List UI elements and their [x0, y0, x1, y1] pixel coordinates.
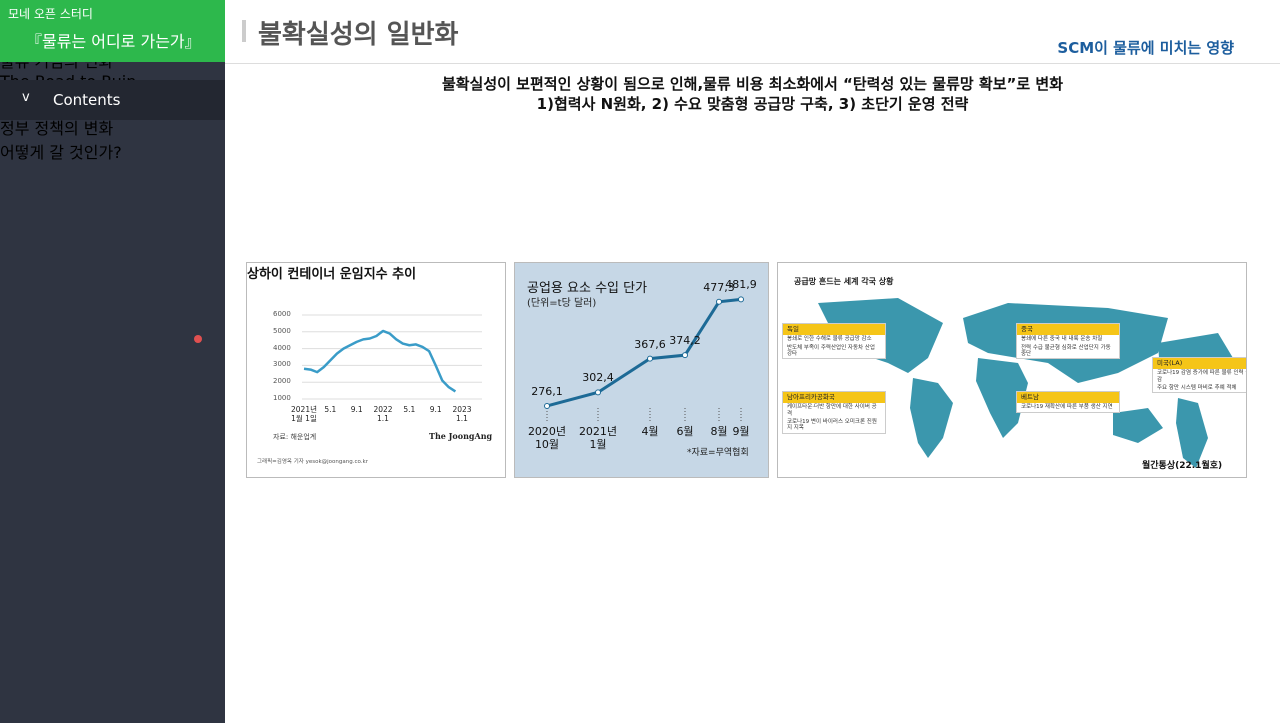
callout-text: 코로나19 감염 증가에 따른 물류 인력 급감 — [1157, 370, 1247, 383]
title-bar — [242, 20, 246, 42]
y-tick-label: 5000 — [273, 326, 291, 335]
callout-text: 케이프타운·더반 항만에 대한 사이버 공격 — [787, 404, 877, 417]
chevron-icon: v — [22, 90, 30, 105]
value-label: 374,2 — [669, 334, 701, 348]
brand: 모네 오픈 스터디 — [8, 7, 93, 21]
data-point — [647, 355, 653, 362]
credit: 그래픽=김영옥 기자 yesok@joongang.co.kr — [257, 459, 368, 465]
map-callout: 중국 봉쇄에 다른 중국 내 내륙 운송 차질 전력 수급 불균형 심화로 산업단지… — [1016, 323, 1120, 360]
current-dot — [194, 335, 202, 343]
menu-label: 어떻게 갈 것인가? — [0, 143, 122, 162]
chart-image: 공업용 요소 수입 단가 (단위=t당 달러) 276,1 2020년 10월 302,… — [514, 262, 769, 478]
body-line: 1)협력사 N원화, 2) 수요 맞춤형 공급망 구축, 3) 초단기 운영 전… — [536, 95, 969, 113]
publisher: The JoongAng — [429, 431, 493, 441]
contents-toggle[interactable]: v Contents — [0, 80, 225, 120]
chart — [544, 296, 744, 423]
callout-title: 독일 — [783, 324, 885, 336]
chart-title: 공업용 요소 수입 단가 — [527, 281, 648, 296]
y-tick-label: 1000 — [273, 394, 291, 402]
x-tick-label: 2023 1.1 — [452, 405, 472, 423]
source: 자료: 해운업계 — [273, 433, 317, 441]
map-source: 월간통상(22.1월호) — [1142, 461, 1223, 471]
x-tick-label: 2020년 10월 — [527, 425, 567, 451]
callout-text: 봉쇄에 다른 중국 내 내륙 운송 차질 — [1021, 336, 1103, 343]
x-tick-label: 5.1 — [403, 405, 416, 414]
page-subtitle: SCM이 물류에 미치는 영향 — [1057, 39, 1234, 57]
x-tick-label: 9.1 — [350, 405, 363, 414]
callout-title: 남아프리카공화국 — [783, 392, 885, 404]
y-tick-label: 4000 — [273, 343, 291, 352]
callout-text: 반도체 부족이 주력산업인 자동차 산업 강타 — [787, 344, 875, 358]
x-tick-label: 4월 — [641, 425, 659, 438]
x-tick-label: 9월 — [732, 425, 750, 438]
book-title: 『물류는 어디로 가는가』 — [26, 32, 201, 51]
chart — [302, 314, 482, 400]
callout-text: 코로나19 변이 바이러스 오미크론 진원지 지목 — [787, 419, 877, 432]
chart-subtitle: (단위=t당 달러) — [527, 298, 597, 309]
x-tick-label: 2022 1.1 — [373, 405, 393, 423]
page-title: 불확실성의 일반화 — [258, 20, 459, 50]
x-tick-label: 6월 — [676, 425, 694, 438]
map-callout: 베트남 코로나19 재확산에 따른 부품 생산 지연 — [1016, 391, 1120, 413]
value-label: 367,6 — [634, 337, 666, 351]
callout-title: 베트남 — [1017, 392, 1119, 404]
sidebar: 모네 오픈 스터디 『물류는 어디로 가는가』 v Contents IT 업계… — [0, 0, 225, 723]
chart-image: 상하이 컨테이너 운임지수 추이 1000 2000 3000 4000 5000 6000… — [246, 262, 506, 478]
contents-label: Contents — [53, 91, 121, 109]
chart-title: 상하이 컨테이너 운임지수 추이 — [247, 267, 417, 282]
x-tick-label: 2021년 1월 — [578, 425, 618, 451]
value-label: 481,9 — [725, 278, 757, 292]
y-tick-label: 2000 — [273, 377, 291, 386]
map-callout: 독일 봉쇄로 인한 수해로 물류 공급망 감소 반도체 부족이 주력산업인 자동차 … — [782, 323, 886, 360]
body-line: 불확실성이 보편적인 상황이 됨으로 인해,물류 비용 최소화에서 “탄력성 있… — [441, 75, 1064, 93]
callout-text: 코로나19 재확산에 따른 부품 생산 지연 — [1021, 404, 1113, 411]
x-tick-label: 8월 — [710, 425, 728, 438]
y-tick-label: 3000 — [273, 360, 291, 369]
data-point — [595, 389, 601, 396]
y-tick-label: 6000 — [273, 310, 291, 318]
data-line — [546, 297, 742, 408]
callout-text: 전력 수급 불균형 심화로 산업단지 가동 중단 — [1021, 344, 1111, 358]
data-line — [303, 329, 457, 393]
menu-label: 정부 정책의 변화 — [0, 119, 114, 138]
x-tick-label: 5.1 — [324, 405, 337, 414]
value-label: 302,4 — [582, 371, 614, 385]
value-label: 276,1 — [531, 384, 563, 398]
header-divider — [225, 63, 1280, 64]
brand-box: 모네 오픈 스터디 『물류는 어디로 가는가』 — [0, 0, 225, 62]
data-point — [682, 352, 688, 359]
menu-item[interactable]: 정부 정책의 변화 — [0, 115, 225, 139]
callout-text: 주요 항만 시스템 마비로 추예 적체 — [1157, 385, 1237, 392]
value-label: 477,3 — [703, 280, 735, 294]
callout-title: 미국(LA) — [1153, 358, 1246, 370]
x-tick-label: 2021년 1월 1일 — [291, 405, 317, 423]
source: *자료=무역협회 — [687, 448, 749, 458]
callout-text: 봉쇄로 인한 수해로 물류 공급망 감소 — [787, 336, 872, 343]
callout-title: 중국 — [1017, 324, 1119, 336]
data-point — [544, 402, 550, 409]
menu-item[interactable]: 어떻게 갈 것인가? — [0, 139, 225, 163]
x-tick-label: 9.1 — [429, 405, 442, 414]
data-point — [738, 296, 744, 303]
data-point — [716, 298, 722, 305]
map-title: 공급망 흔드는 세계 각국 상황 — [794, 277, 894, 286]
